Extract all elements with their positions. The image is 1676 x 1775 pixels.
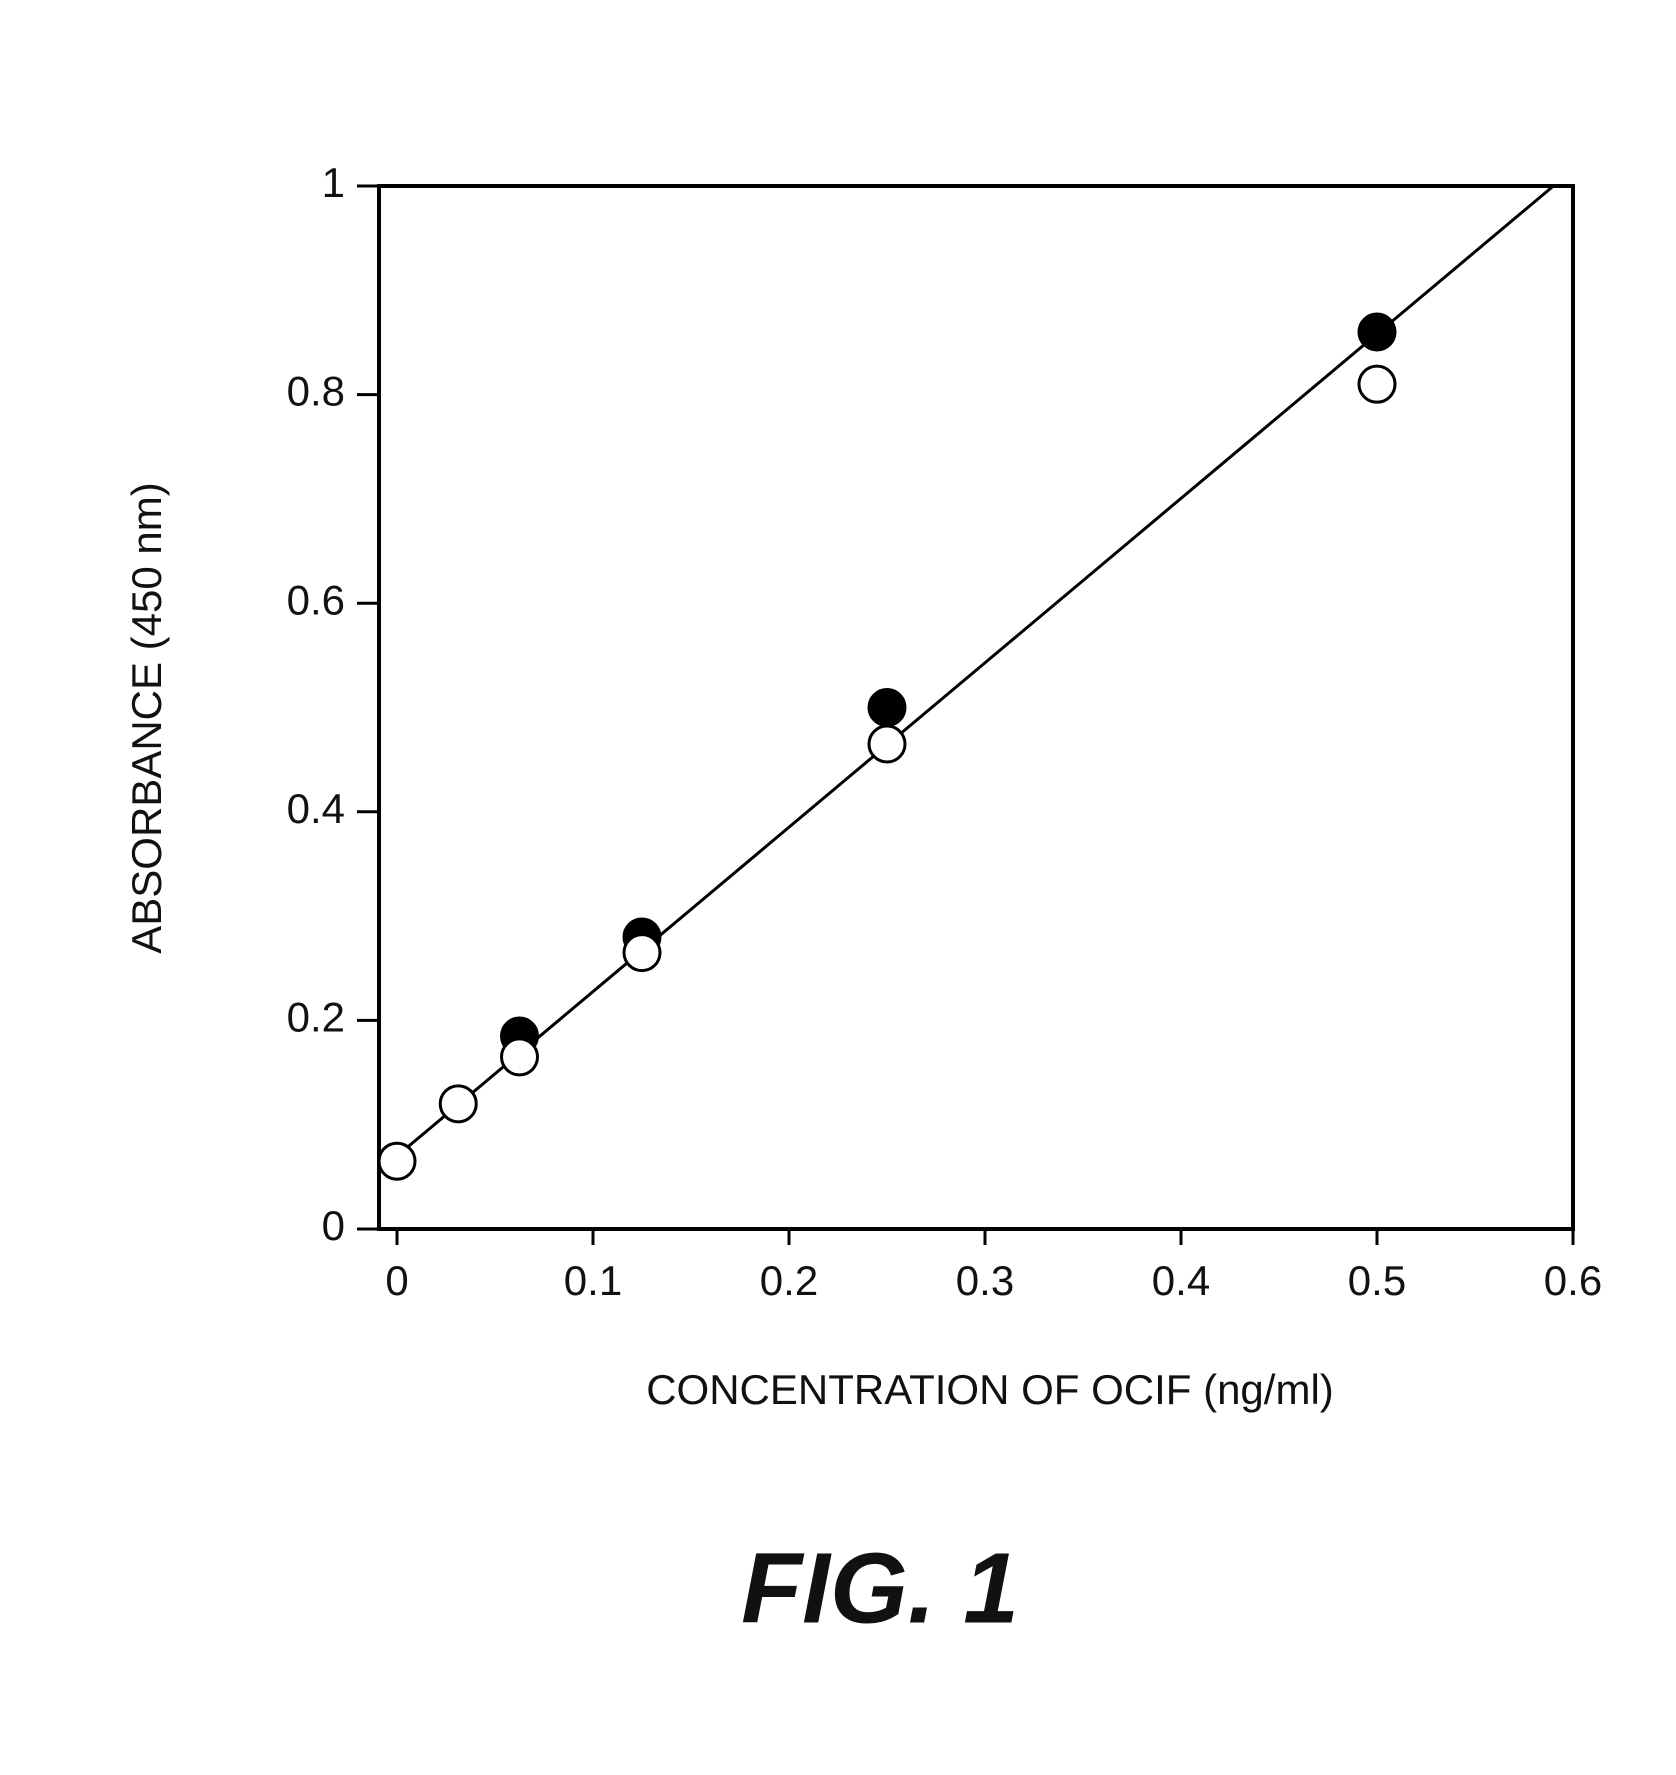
y-tick-label: 0 [322, 1202, 345, 1249]
data-point [869, 726, 905, 762]
data-point [440, 1086, 476, 1122]
y-axis-label: ABSORBANCE (450 nm) [123, 482, 170, 953]
data-point [1359, 366, 1395, 402]
x-tick-label: 0.4 [1152, 1257, 1210, 1304]
y-tick-label: 0.2 [287, 993, 345, 1040]
x-tick-label: 0.5 [1348, 1257, 1406, 1304]
data-point [624, 935, 660, 971]
data-point [869, 690, 905, 726]
y-tick-label: 0.4 [287, 785, 345, 832]
data-point [1359, 314, 1395, 350]
page: CONCENTRATION OF OCIF (ng/ml) ABSORBANCE… [0, 0, 1676, 1775]
x-tick-label: 0.6 [1544, 1257, 1602, 1304]
figure-caption: FIG. 1 [741, 1532, 1019, 1644]
x-tick-label: 0.2 [760, 1257, 818, 1304]
x-tick-label: 0.1 [564, 1257, 622, 1304]
x-axis-label: CONCENTRATION OF OCIF (ng/ml) [646, 1366, 1334, 1413]
data-point [379, 1143, 415, 1179]
data-point [502, 1039, 538, 1075]
y-tick-label: 0.6 [287, 576, 345, 623]
y-tick-label: 0.8 [287, 368, 345, 415]
chart: CONCENTRATION OF OCIF (ng/ml) ABSORBANCE… [0, 0, 1676, 1775]
x-tick-label: 0.3 [956, 1257, 1014, 1304]
plot-frame [379, 186, 1573, 1229]
x-tick-label: 0 [385, 1257, 408, 1304]
y-tick-label: 1 [322, 159, 345, 206]
